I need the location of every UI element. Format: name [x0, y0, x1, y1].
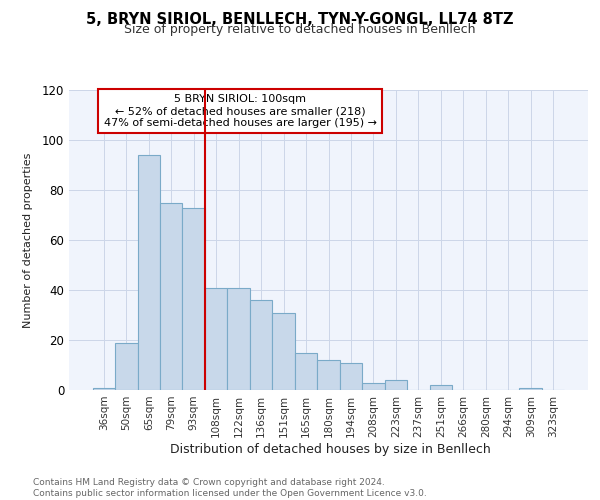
- Text: 5, BRYN SIRIOL, BENLLECH, TYN-Y-GONGL, LL74 8TZ: 5, BRYN SIRIOL, BENLLECH, TYN-Y-GONGL, L…: [86, 12, 514, 28]
- Text: 5 BRYN SIRIOL: 100sqm
← 52% of detached houses are smaller (218)
47% of semi-det: 5 BRYN SIRIOL: 100sqm ← 52% of detached …: [104, 94, 377, 128]
- Bar: [250, 300, 272, 390]
- Bar: [340, 362, 362, 390]
- Bar: [520, 388, 542, 390]
- Bar: [295, 352, 317, 390]
- Bar: [160, 202, 182, 390]
- Bar: [137, 155, 160, 390]
- Text: Distribution of detached houses by size in Benllech: Distribution of detached houses by size …: [170, 442, 490, 456]
- Text: Size of property relative to detached houses in Benllech: Size of property relative to detached ho…: [124, 22, 476, 36]
- Bar: [205, 288, 227, 390]
- Bar: [385, 380, 407, 390]
- Bar: [317, 360, 340, 390]
- Bar: [362, 382, 385, 390]
- Bar: [182, 208, 205, 390]
- Bar: [227, 288, 250, 390]
- Bar: [92, 388, 115, 390]
- Bar: [430, 385, 452, 390]
- Bar: [272, 312, 295, 390]
- Text: Contains HM Land Registry data © Crown copyright and database right 2024.
Contai: Contains HM Land Registry data © Crown c…: [33, 478, 427, 498]
- Bar: [115, 342, 137, 390]
- Y-axis label: Number of detached properties: Number of detached properties: [23, 152, 34, 328]
